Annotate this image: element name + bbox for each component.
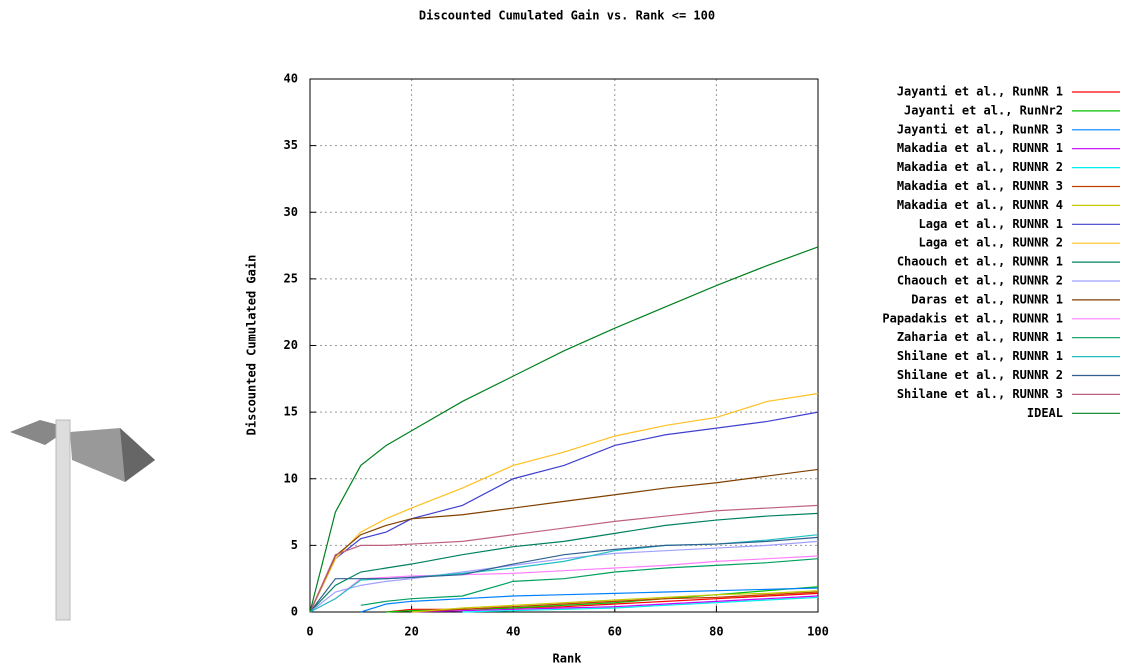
x-tick-label: 20 — [404, 625, 418, 639]
legend-label: Jayanti et al., RunNR 3 — [897, 122, 1063, 136]
series-line — [361, 559, 818, 606]
legend-label: Shilane et al., RUNNR 2 — [897, 368, 1063, 382]
legend-label: Jayanti et al., RunNR 1 — [897, 85, 1063, 99]
legend-label: Daras et al., RUNNR 1 — [911, 292, 1063, 306]
chart-title: Discounted Cumulated Gain vs. Rank <= 10… — [419, 9, 715, 23]
page: Discounted Cumulated Gain vs. Rank <= 10… — [0, 0, 1125, 669]
y-tick-label: 25 — [284, 271, 298, 285]
x-tick-label: 60 — [608, 625, 622, 639]
legend-label: Chaouch et al., RUNNR 1 — [897, 255, 1063, 269]
y-tick-label: 5 — [291, 538, 298, 552]
legend-label: Makadia et al., RUNNR 1 — [897, 141, 1063, 155]
legend-label: IDEAL — [1027, 406, 1063, 420]
y-axis-label: Discounted Cumulated Gain — [245, 255, 259, 436]
legend-label: Makadia et al., RUNNR 4 — [897, 198, 1063, 212]
legend-label: Jayanti et al., RunNr2 — [904, 103, 1063, 117]
x-tick-label: 80 — [709, 625, 723, 639]
legend-label: Shilane et al., RUNNR 3 — [897, 387, 1063, 401]
legend-label: Zaharia et al., RUNNR 1 — [897, 330, 1063, 344]
legend-label: Laga et al., RUNNR 1 — [919, 217, 1064, 231]
legend-label: Makadia et al., RUNNR 2 — [897, 160, 1063, 174]
y-tick-label: 40 — [284, 72, 298, 86]
legend-label: Laga et al., RUNNR 2 — [919, 236, 1064, 250]
x-tick-label: 40 — [506, 625, 520, 639]
legend-label: Shilane et al., RUNNR 1 — [897, 349, 1063, 363]
legend-label: Chaouch et al., RUNNR 2 — [897, 274, 1063, 288]
x-axis-label: Rank — [553, 652, 583, 666]
y-tick-label: 30 — [284, 205, 298, 219]
y-tick-label: 35 — [284, 138, 298, 152]
legend-label: Papadakis et al., RUNNR 1 — [882, 311, 1063, 325]
y-tick-label: 0 — [291, 605, 298, 619]
chart: Discounted Cumulated Gain vs. Rank <= 10… — [0, 0, 1125, 669]
legend-label: Makadia et al., RUNNR 3 — [897, 179, 1063, 193]
signpost-icon — [10, 420, 155, 620]
series-line — [310, 412, 818, 612]
x-tick-label: 100 — [807, 625, 829, 639]
x-tick-label: 0 — [306, 625, 313, 639]
y-tick-label: 10 — [284, 471, 298, 485]
y-tick-label: 20 — [284, 338, 298, 352]
series-line — [310, 247, 818, 612]
y-tick-label: 15 — [284, 405, 298, 419]
